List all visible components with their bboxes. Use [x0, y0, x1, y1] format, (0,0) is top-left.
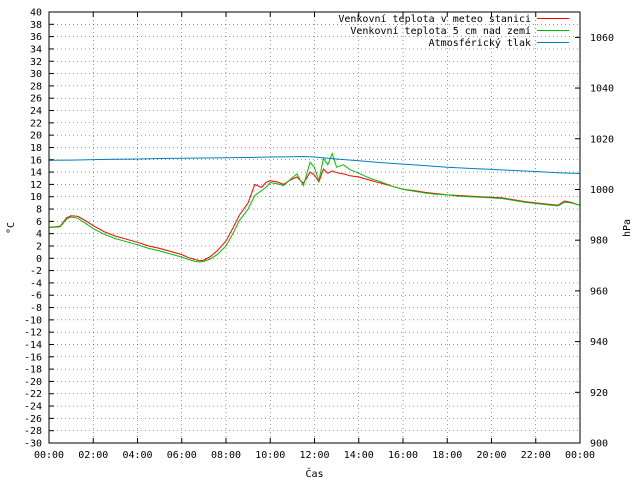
y-tick-label: 26 — [30, 94, 42, 105]
y2-axis-label: hPa — [622, 219, 633, 237]
y-tick-label: -12 — [24, 328, 42, 339]
y2-tick-label: 920 — [590, 388, 608, 399]
x-tick-label: 18:00 — [432, 450, 462, 461]
y-tick-label: -24 — [24, 402, 42, 413]
y-tick-label: 32 — [30, 57, 42, 68]
legend-label: Atmosférický tlak — [429, 37, 531, 49]
y-tick-label: -8 — [30, 303, 42, 314]
y2-tick-label: 900 — [590, 439, 608, 450]
x-axis-label: Čas — [305, 467, 323, 480]
x-tick-label: 06:00 — [167, 450, 197, 461]
y-tick-label: 22 — [30, 118, 42, 129]
y-tick-label: -26 — [24, 414, 42, 425]
y-tick-label: 30 — [30, 69, 42, 80]
y-tick-label: 36 — [30, 32, 42, 43]
y-tick-label: -28 — [24, 426, 42, 437]
y-tick-label: -30 — [24, 439, 42, 450]
y-tick-label: 4 — [36, 229, 42, 240]
y-tick-label: -16 — [24, 352, 42, 363]
legend: Venkovní teplota v meteo staniciVenkovní… — [338, 13, 569, 49]
y-tick-label: 34 — [30, 44, 42, 55]
y-tick-label: -4 — [30, 278, 42, 289]
x-tick-label: 20:00 — [476, 450, 506, 461]
y2-tick-label: 1060 — [590, 33, 614, 44]
series-layer — [48, 152, 581, 263]
x-tick-label: 10:00 — [255, 450, 285, 461]
y2-tick-label: 960 — [590, 286, 608, 297]
grid-layer — [49, 12, 580, 443]
x-tick-label: 04:00 — [122, 450, 152, 461]
y-axis-label: °C — [6, 222, 17, 234]
y-tick-label: 20 — [30, 131, 42, 142]
y-tick-label: 0 — [36, 254, 42, 265]
x-tick-label: 14:00 — [344, 450, 374, 461]
series-line-2 — [48, 152, 581, 263]
x-tick-label: 16:00 — [388, 450, 418, 461]
x-tick-label: 22:00 — [521, 450, 551, 461]
y2-tick-label: 1000 — [590, 185, 614, 196]
y2-tick-label: 1020 — [590, 134, 614, 145]
legend-label: Venkovní teplota v meteo stanici — [338, 13, 531, 25]
legend-label: Venkovní teplota 5 cm nad zemí — [350, 25, 531, 37]
ticks-layer: 00:00 02:00 04:00 06:00 08:00 10:00 12:00 14:00… — [24, 8, 614, 462]
x-tick-label: 00:00 — [565, 450, 595, 461]
y-tick-label: 6 — [36, 217, 42, 228]
y2-tick-label: 1040 — [590, 84, 614, 95]
y-tick-label: 10 — [30, 192, 42, 203]
y-tick-label: 24 — [30, 106, 42, 117]
y-tick-label: 18 — [30, 143, 42, 154]
y-tick-label: 16 — [30, 155, 42, 166]
y-tick-label: -10 — [24, 315, 42, 326]
y2-tick-label: 980 — [590, 236, 608, 247]
series-line-3 — [48, 155, 581, 174]
y-tick-label: -18 — [24, 365, 42, 376]
series-line-1 — [48, 168, 581, 262]
y-tick-label: 28 — [30, 81, 42, 92]
y-tick-label: -22 — [24, 389, 42, 400]
y-tick-label: -6 — [30, 291, 42, 302]
y-tick-label: 12 — [30, 180, 42, 191]
y-tick-label: 38 — [30, 20, 42, 31]
x-tick-label: 12:00 — [299, 450, 329, 461]
x-tick-label: 02:00 — [78, 450, 108, 461]
y-tick-label: -14 — [24, 340, 42, 351]
y2-tick-label: 940 — [590, 337, 608, 348]
y-tick-label: 14 — [30, 168, 42, 179]
x-tick-label: 00:00 — [34, 450, 64, 461]
y-tick-label: 8 — [36, 205, 42, 216]
y-tick-label: 2 — [36, 241, 42, 252]
y-tick-label: -2 — [30, 266, 42, 277]
x-tick-label: 08:00 — [211, 450, 241, 461]
y-tick-label: 40 — [30, 8, 42, 19]
y-tick-label: -20 — [24, 377, 42, 388]
